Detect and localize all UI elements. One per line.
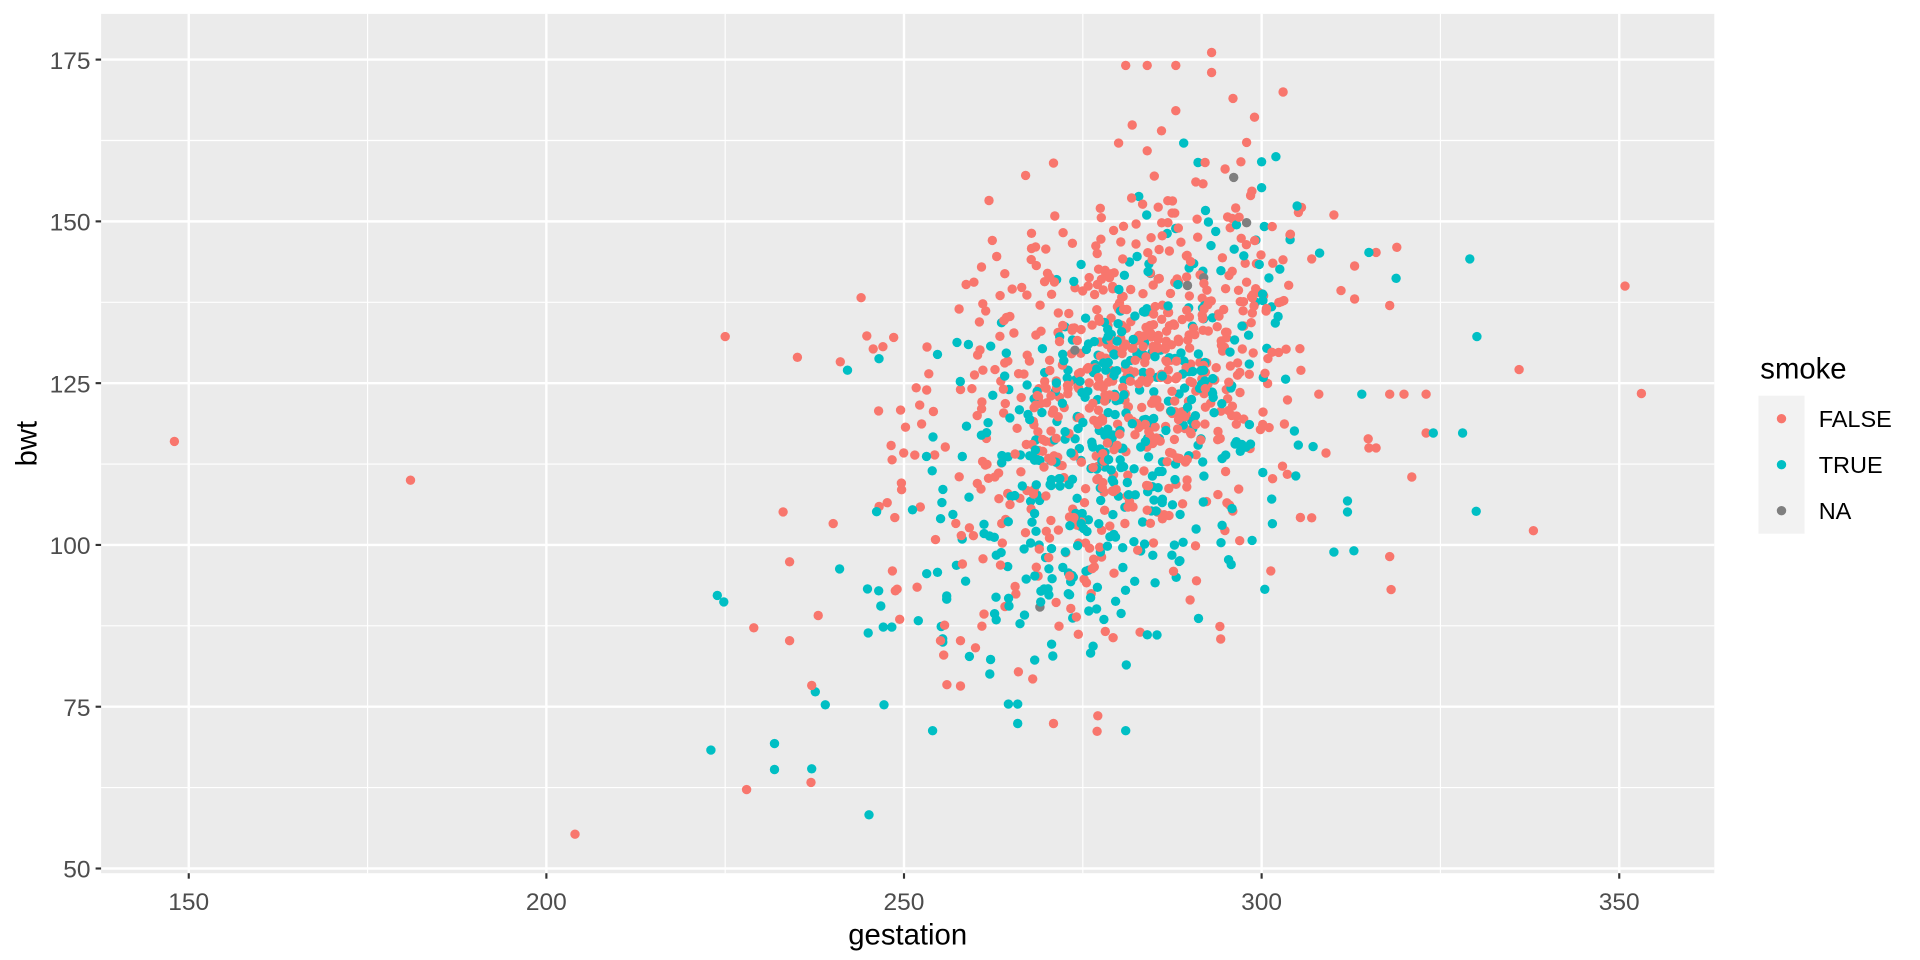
svg-text:50: 50 [63,857,90,884]
svg-text:75: 75 [63,695,90,722]
svg-text:150: 150 [168,889,209,916]
svg-text:150: 150 [50,210,91,237]
svg-text:200: 200 [526,889,567,916]
svg-text:FALSE: FALSE [1819,406,1892,432]
svg-text:TRUE: TRUE [1819,452,1883,478]
svg-text:100: 100 [50,533,91,560]
svg-text:NA: NA [1819,498,1852,524]
svg-text:250: 250 [884,889,925,916]
svg-text:125: 125 [50,371,91,398]
svg-text:300: 300 [1241,889,1282,916]
svg-text:gestation: gestation [848,919,967,952]
svg-text:bwt: bwt [11,421,44,467]
svg-text:smoke: smoke [1760,353,1846,386]
svg-text:175: 175 [50,48,91,75]
svg-text:350: 350 [1599,889,1640,916]
